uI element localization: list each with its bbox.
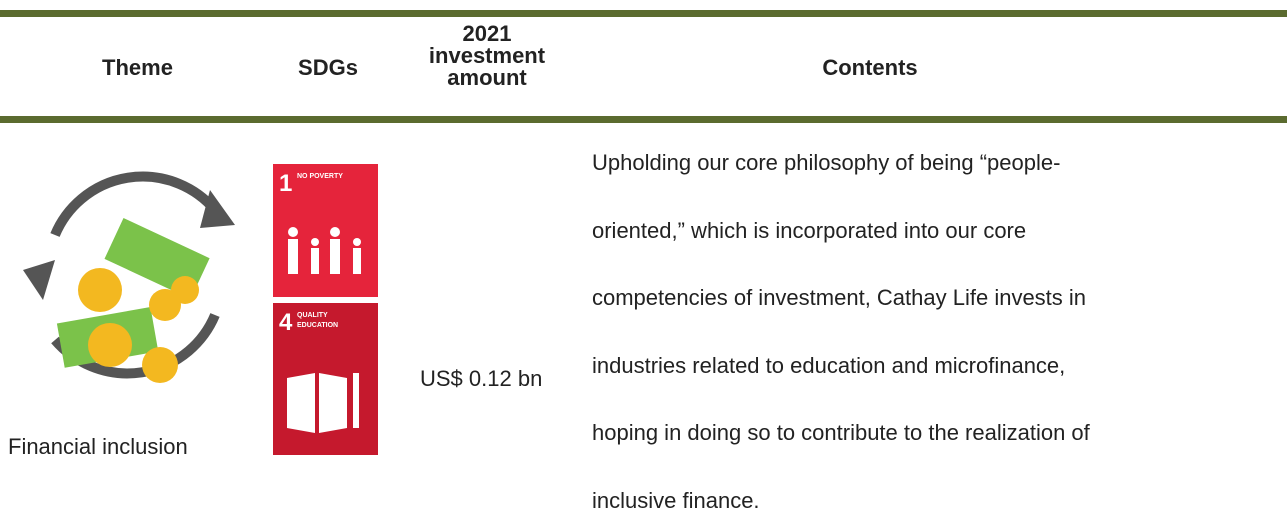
sdg-label: QUALITY EDUCATION (297, 312, 339, 329)
financial-inclusion-icon (23, 171, 235, 383)
investment: US$ 0.12 bn (420, 366, 543, 391)
sdg-icon: 4 QUALITY EDUCATION (273, 303, 378, 455)
content-line: competencies of investment, Cathay Life … (592, 285, 1087, 310)
content-line: industries related to education and micr… (592, 352, 1066, 378)
sdg-icon: 1 NO POVERTY (273, 164, 378, 297)
sdg-pictogram (288, 227, 361, 274)
sdg-pictogram (287, 373, 359, 433)
sdg-number: 1 (279, 170, 293, 197)
content-line: inclusive finance. (592, 487, 760, 513)
theme: Financial inclusion (8, 434, 188, 459)
header-cell: Theme (102, 55, 173, 80)
sdg-number: 4 (279, 309, 293, 336)
content-line: hoping in doing so to contribute to the … (592, 420, 1090, 445)
header-cell: 2021 investment amount (428, 21, 546, 90)
top-rule (0, 10, 1287, 17)
content-line: Upholding our core philosophy of being “… (592, 150, 1061, 175)
sdg-label: NO POVERTY (297, 173, 343, 180)
header-cell: SDGs (298, 55, 358, 80)
header-cell: Contents (822, 55, 918, 80)
page: {"header": {"columns": ["Theme", "SDGs",… (0, 10, 1287, 513)
header-rule (0, 116, 1287, 123)
content-line: oriented,” which is incorporated into ou… (592, 217, 1027, 243)
